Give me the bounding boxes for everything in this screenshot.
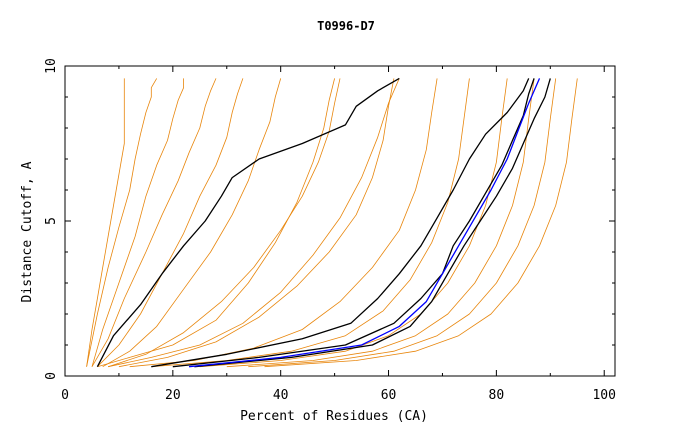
series-line-11 bbox=[199, 78, 508, 368]
series-line-9 bbox=[129, 78, 438, 368]
series-line-15 bbox=[97, 78, 335, 368]
x-tick-label: 60 bbox=[381, 388, 397, 403]
series-line-8 bbox=[118, 78, 395, 368]
series-line-2 bbox=[86, 78, 158, 367]
y-tick-label: 10 bbox=[44, 58, 59, 74]
series-line-13 bbox=[248, 78, 557, 368]
series-line-12 bbox=[226, 78, 535, 368]
x-tick-label: 80 bbox=[489, 388, 505, 403]
axis-layer: 0 20 40 60 80 100 0 5 10 bbox=[44, 58, 616, 403]
y-axis-label: Distance Cutoff, A bbox=[20, 161, 35, 302]
series-line-14 bbox=[264, 78, 578, 368]
series-line-4 bbox=[91, 78, 217, 367]
series-line-17 bbox=[96, 77, 400, 367]
x-axis-label: Percent of Residues (CA) bbox=[240, 409, 428, 424]
series-line-6 bbox=[102, 78, 282, 368]
series-line-5 bbox=[97, 78, 244, 367]
series-line-18 bbox=[151, 78, 530, 368]
series-layer bbox=[86, 77, 578, 368]
y-tick-label: 5 bbox=[44, 217, 59, 225]
chart-title: T0996-D7 bbox=[317, 19, 375, 33]
series-line-21 bbox=[188, 78, 541, 368]
series-line-20 bbox=[194, 78, 551, 368]
x-tick-label: 20 bbox=[165, 388, 181, 403]
plot-frame bbox=[64, 65, 616, 377]
x-tick-label: 40 bbox=[273, 388, 289, 403]
x-tick-label: 100 bbox=[592, 388, 615, 403]
series-line-19 bbox=[172, 78, 535, 368]
series-line-7 bbox=[107, 78, 341, 368]
y-tick-label: 0 bbox=[44, 372, 59, 380]
series-line-3 bbox=[91, 78, 185, 367]
series-line-10 bbox=[151, 78, 470, 368]
x-tick-label: 0 bbox=[61, 388, 69, 403]
series-line-16 bbox=[108, 78, 400, 368]
series-line-1 bbox=[86, 78, 125, 367]
